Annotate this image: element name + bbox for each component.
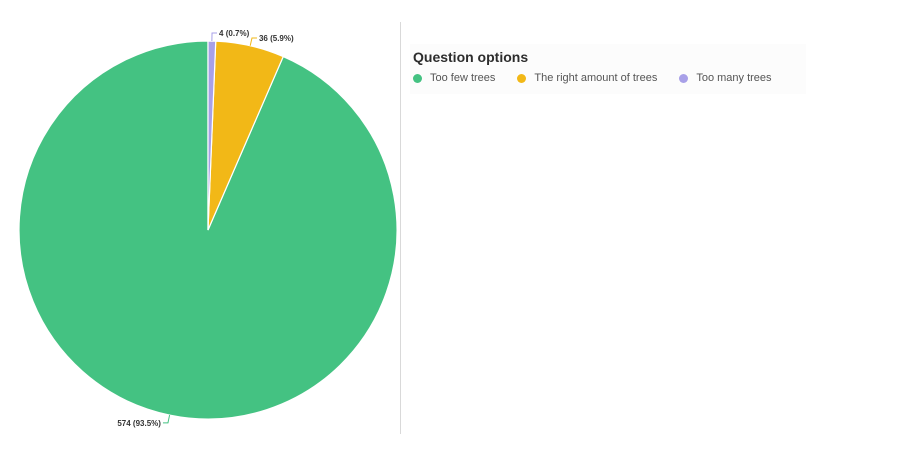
data-label-too-many-trees: 4 (0.7%) [219,29,250,38]
legend: Question options Too few trees The right … [410,44,806,94]
panel-divider [400,22,401,434]
pie-chart-area: 574 (93.5%) 36 (5.9%) 4 (0.7%) [0,0,400,454]
legend-swatch-too-many-trees [679,73,689,83]
legend-label-the-right-amount-of-trees: The right amount of trees [534,72,658,84]
legend-swatch-the-right-amount-of-trees [517,73,527,83]
legend-item-the-right-amount-of-trees: The right amount of trees [517,72,657,84]
legend-items: Too few trees The right amount of trees To… [413,72,794,84]
leader-line-too-few-trees [162,414,171,424]
legend-label-too-many-trees: Too many trees [696,72,772,84]
data-label-too-few-trees: 574 (93.5%) [117,419,161,428]
leader-line-too-many-trees [211,32,218,42]
pie-chart: 574 (93.5%) 36 (5.9%) 4 (0.7%) [18,29,398,428]
legend-item-too-few-trees: Too few trees [413,72,495,84]
legend-title: Question options [413,49,529,65]
leader-line-the-right-amount-of-trees [249,37,257,46]
legend-swatch-too-few-trees [413,73,422,83]
legend-item-too-many-trees: Too many trees [679,72,772,84]
legend-label-too-few-trees: Too few trees [430,72,496,84]
data-label-the-right-amount-of-trees: 36 (5.9%) [259,34,294,43]
